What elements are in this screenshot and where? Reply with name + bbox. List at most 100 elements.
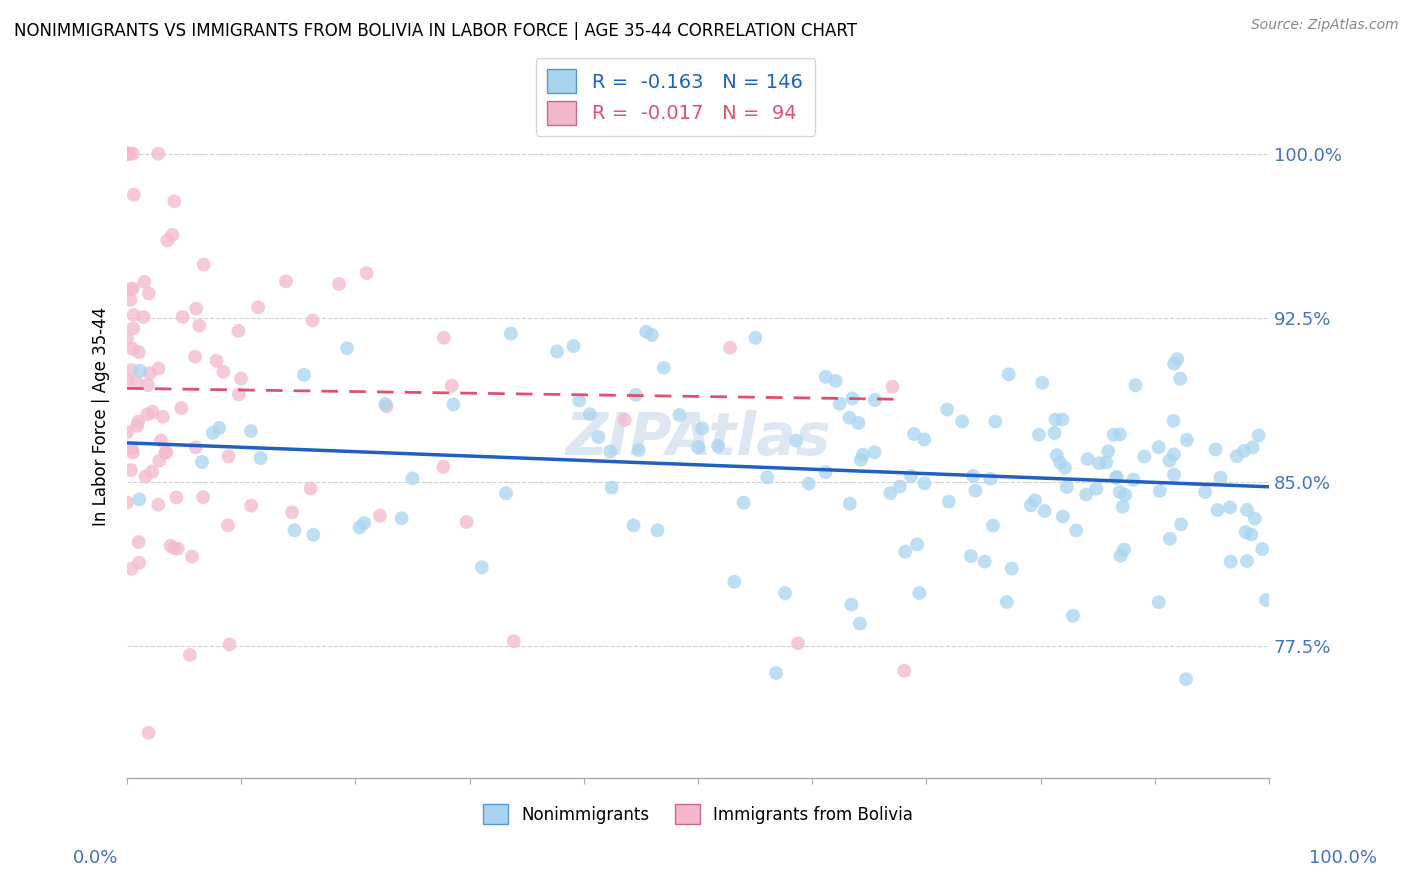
Point <box>136 378 159 392</box>
Point <box>441 397 464 411</box>
Point <box>1206 503 1229 517</box>
Point <box>128 492 150 507</box>
Point <box>353 516 375 530</box>
Point <box>1109 549 1132 563</box>
Point <box>718 341 741 355</box>
Point <box>121 281 143 295</box>
Point <box>1085 482 1108 496</box>
Point <box>159 539 181 553</box>
Point <box>138 286 160 301</box>
Point <box>893 664 915 678</box>
Point <box>765 665 787 680</box>
Point <box>1163 414 1185 428</box>
Point <box>1163 467 1185 482</box>
Point <box>115 146 138 161</box>
Point <box>849 453 872 467</box>
Point <box>1046 448 1069 462</box>
Point <box>115 146 138 161</box>
Point <box>217 518 239 533</box>
Point <box>1243 511 1265 525</box>
Point <box>120 363 142 377</box>
Text: 100.0%: 100.0% <box>1309 849 1376 867</box>
Point <box>962 469 984 483</box>
Point <box>1159 532 1181 546</box>
Point <box>1163 447 1185 461</box>
Point <box>115 425 138 439</box>
Point <box>652 360 675 375</box>
Point <box>1163 357 1185 371</box>
Point <box>121 342 143 356</box>
Point <box>756 470 779 484</box>
Point <box>1105 470 1128 484</box>
Point <box>456 515 478 529</box>
Point <box>302 528 325 542</box>
Point <box>138 725 160 739</box>
Point <box>546 344 568 359</box>
Point <box>212 365 235 379</box>
Point <box>984 415 1007 429</box>
Point <box>1088 456 1111 470</box>
Point <box>636 325 658 339</box>
Point <box>647 523 669 537</box>
Point <box>184 440 207 454</box>
Point <box>155 445 177 459</box>
Point <box>838 410 860 425</box>
Point <box>562 339 585 353</box>
Text: Source: ZipAtlas.com: Source: ZipAtlas.com <box>1251 18 1399 32</box>
Point <box>229 371 252 385</box>
Point <box>281 505 304 519</box>
Point <box>707 439 730 453</box>
Point <box>879 486 901 500</box>
Point <box>995 595 1018 609</box>
Point <box>191 455 214 469</box>
Point <box>1114 542 1136 557</box>
Point <box>938 494 960 508</box>
Point <box>814 369 837 384</box>
Point <box>849 616 872 631</box>
Point <box>965 483 987 498</box>
Point <box>115 332 138 346</box>
Point <box>218 637 240 651</box>
Point <box>1076 488 1098 502</box>
Point <box>627 443 650 458</box>
Point <box>903 427 925 442</box>
Point <box>824 374 846 388</box>
Point <box>120 282 142 296</box>
Point <box>1205 442 1227 457</box>
Point <box>1233 443 1256 458</box>
Point <box>1024 493 1046 508</box>
Point <box>1194 485 1216 500</box>
Point <box>134 469 156 483</box>
Point <box>1114 488 1136 502</box>
Point <box>1147 440 1170 454</box>
Point <box>1236 503 1258 517</box>
Point <box>723 574 745 589</box>
Point <box>1001 561 1024 575</box>
Point <box>166 541 188 556</box>
Point <box>773 586 796 600</box>
Point <box>668 408 690 422</box>
Point <box>1049 456 1071 470</box>
Point <box>349 520 371 534</box>
Point <box>117 146 139 161</box>
Point <box>122 321 145 335</box>
Point <box>1122 473 1144 487</box>
Point <box>152 409 174 424</box>
Point <box>1125 378 1147 392</box>
Point <box>1226 449 1249 463</box>
Point <box>979 472 1001 486</box>
Point <box>205 353 228 368</box>
Text: 0.0%: 0.0% <box>73 849 118 867</box>
Point <box>1175 433 1198 447</box>
Point <box>912 433 935 447</box>
Point <box>852 448 875 462</box>
Point <box>973 555 995 569</box>
Point <box>247 300 270 314</box>
Point <box>374 397 396 411</box>
Point <box>499 326 522 341</box>
Point <box>136 408 159 422</box>
Point <box>997 368 1019 382</box>
Point <box>841 598 863 612</box>
Point <box>432 459 454 474</box>
Point <box>148 498 170 512</box>
